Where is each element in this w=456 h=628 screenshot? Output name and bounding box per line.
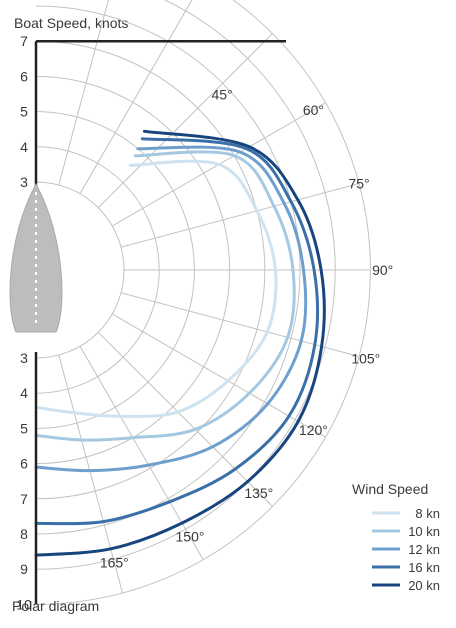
speed-tick-label: 5 <box>20 104 28 120</box>
legend-label: 20 kn <box>408 578 440 593</box>
grid-spoke <box>79 0 193 195</box>
grid-spokes <box>58 0 371 594</box>
series-line <box>34 129 326 557</box>
angle-label: 45° <box>212 87 233 103</box>
speed-tick-label: 10 <box>16 596 32 612</box>
grid-ring <box>35 0 371 605</box>
angle-labels: 45° 60° 75° 90° 105° 120° 135° 150° 165° <box>100 87 393 571</box>
angle-label: 165° <box>100 554 129 570</box>
speed-tick-label: 5 <box>20 420 28 436</box>
grid-spoke <box>58 0 109 186</box>
axis-frame <box>34 39 286 605</box>
angle-label: 135° <box>244 485 273 501</box>
angle-label: 105° <box>351 350 380 366</box>
angle-label: 120° <box>299 422 328 438</box>
legend-label: 12 kn <box>408 542 440 557</box>
legend-label: 8 kn <box>415 506 440 521</box>
grid-rings <box>35 0 371 605</box>
legend-title: Wind Speed <box>352 481 428 497</box>
angle-label: 75° <box>348 176 369 192</box>
legend-label: 16 kn <box>408 560 440 575</box>
grid-ring <box>35 0 336 570</box>
legend-label: 10 kn <box>408 524 440 539</box>
angle-label: 150° <box>176 529 205 545</box>
series-line <box>34 145 308 473</box>
speed-tick-label: 3 <box>20 350 28 366</box>
chart-title: Boat Speed, knots <box>14 15 128 31</box>
chart-caption: Polar diagram <box>12 598 99 614</box>
speed-tick-label: 7 <box>20 33 28 49</box>
series-line <box>34 159 278 418</box>
speed-tick-label: 4 <box>20 139 28 155</box>
speed-tick-label: 7 <box>20 491 28 507</box>
speed-tick-label: 9 <box>20 561 28 577</box>
angle-label: 60° <box>303 102 324 118</box>
speed-labels: 3 4 5 6 7 3 4 5 6 7 8 9 10 <box>16 33 32 612</box>
speed-tick-label: 6 <box>20 68 28 84</box>
series-lines <box>34 129 326 557</box>
grid-spoke <box>120 292 360 357</box>
grid-spoke <box>58 354 123 594</box>
legend: Wind Speed 8 kn 10 kn 12 kn 16 kn 20 kn <box>352 481 440 593</box>
grid-spoke <box>97 331 273 507</box>
series-line <box>34 137 320 526</box>
grid-spoke <box>97 33 273 209</box>
series-line <box>34 150 296 442</box>
boat-icon <box>9 182 63 333</box>
grid-spoke <box>120 183 360 248</box>
speed-tick-label: 8 <box>20 526 28 542</box>
speed-tick-label: 6 <box>20 456 28 472</box>
speed-tick-label: 4 <box>20 385 28 401</box>
angle-label: 90° <box>372 262 393 278</box>
speed-tick-label: 3 <box>20 174 28 190</box>
